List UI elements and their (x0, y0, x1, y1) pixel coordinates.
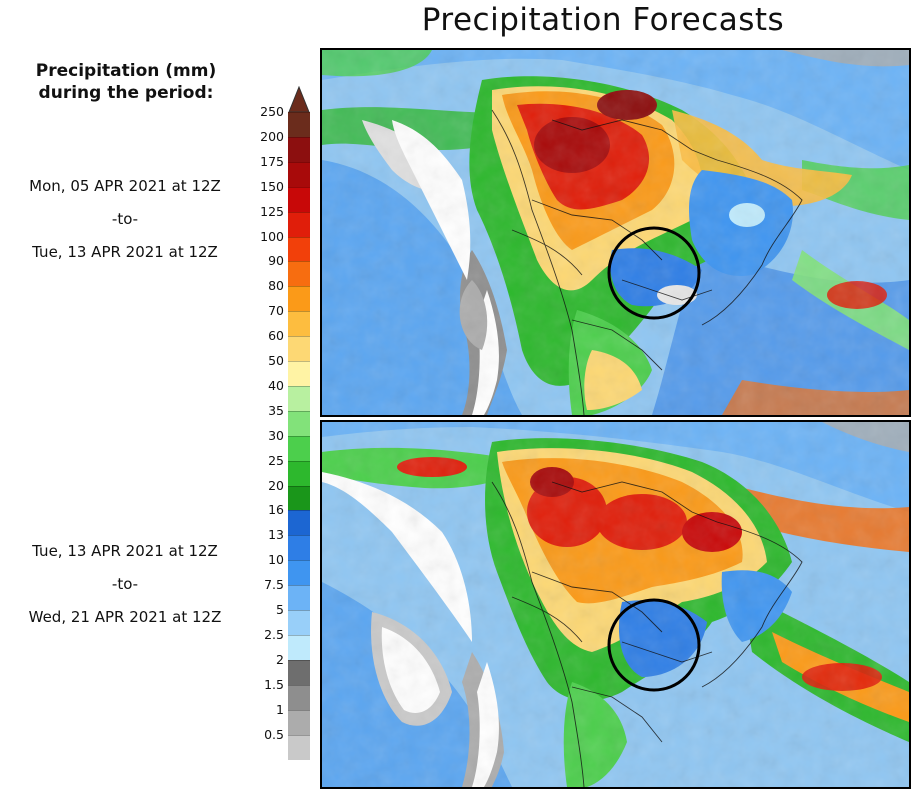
colorbar-tick-label: 13 (268, 527, 284, 543)
colorbar-tick-label: 150 (260, 178, 284, 194)
period-2-sep: -to- (111, 575, 139, 593)
legend-heading-line1: Precipitation (mm) (35, 61, 217, 81)
colorbar-tick-label: 175 (260, 153, 284, 169)
colorbar-tick-label: 35 (268, 402, 284, 418)
colorbar-tick-label: 0.5 (264, 726, 284, 742)
colorbar-swatch (288, 684, 310, 711)
colorbar-swatch (288, 709, 310, 735)
colorbar-swatch (288, 560, 310, 586)
period-label-2: Tue, 13 APR 2021 at 12Z -to- Wed, 21 APR… (0, 535, 250, 634)
colorbar-tick-label: 50 (268, 353, 284, 368)
colorbar-top-arrow-icon (288, 86, 310, 113)
colorbar-tick-label: 70 (268, 303, 284, 319)
colorbar-tick-label: 60 (268, 328, 284, 344)
colorbar-swatch (288, 211, 310, 237)
colorbar-tick-label: 25 (268, 452, 284, 468)
colorbar-tick-label: 90 (268, 253, 284, 269)
colorbar-swatch (288, 634, 310, 661)
colorbar-tick-label: 80 (268, 278, 284, 294)
colorbar-tick-label: 10 (268, 552, 284, 568)
colorbar-tick-label: 250 (260, 104, 284, 119)
colorbar-tick-label: 200 (260, 128, 284, 144)
colorbar-swatch (288, 460, 310, 486)
colorbar-tick-label: 16 (268, 502, 284, 518)
colorbar-swatch (288, 610, 310, 636)
colorbar-swatch (288, 136, 310, 163)
period-1-start: Mon, 05 APR 2021 at 12Z (29, 177, 221, 195)
colorbar-tick-label: 125 (260, 203, 284, 219)
colorbar-swatch (288, 585, 310, 611)
colorbar-tick-label: 1 (276, 701, 284, 717)
colorbar-swatch (288, 410, 310, 437)
colorbar-swatch (288, 112, 310, 138)
colorbar-swatch (288, 286, 310, 312)
colorbar-swatch (288, 535, 310, 561)
colorbar-swatch (288, 161, 310, 188)
colorbar-swatch (288, 435, 310, 462)
period-label-1: Mon, 05 APR 2021 at 12Z -to- Tue, 13 APR… (0, 170, 250, 269)
colorbar-swatch (288, 186, 310, 213)
colorbar-swatch (288, 659, 310, 686)
legend-heading-line2: during the period: (38, 83, 214, 103)
colorbar-swatch (288, 236, 310, 262)
period-1-end: Tue, 13 APR 2021 at 12Z (32, 243, 218, 261)
period-2-end: Wed, 21 APR 2021 at 12Z (28, 608, 222, 626)
colorbar-tick-label: 5 (276, 602, 284, 617)
forecast-map-week1 (320, 48, 911, 417)
colorbar-tick-label: 2.5 (264, 626, 284, 642)
page-title: Precipitation Forecasts (421, 2, 785, 38)
colorbar-tick-label: 20 (268, 477, 284, 493)
colorbar-tick-label: 2 (276, 651, 284, 667)
period-2-start: Tue, 13 APR 2021 at 12Z (32, 542, 218, 560)
colorbar-tick-label: 100 (260, 228, 284, 244)
colorbar-swatch (288, 336, 310, 362)
colorbar-swatch (288, 734, 310, 760)
colorbar-swatch (288, 385, 310, 412)
colorbar-tick-label: 30 (268, 427, 284, 443)
colorbar-swatch (288, 510, 310, 536)
colorbar-tick-label: 40 (268, 377, 284, 393)
colorbar-tick-label: 7.5 (264, 577, 284, 593)
colorbar-swatch (288, 311, 310, 337)
colorbar-tick-label: 1.5 (264, 676, 284, 692)
colorbar-swatch (288, 261, 310, 287)
colorbar-swatch (288, 361, 310, 387)
colorbar-swatch (288, 485, 310, 511)
forecast-map-week2 (320, 420, 911, 789)
legend-heading: Precipitation (mm) during the period: (8, 60, 244, 104)
period-1-sep: -to- (111, 210, 139, 228)
colorbar (288, 112, 310, 760)
